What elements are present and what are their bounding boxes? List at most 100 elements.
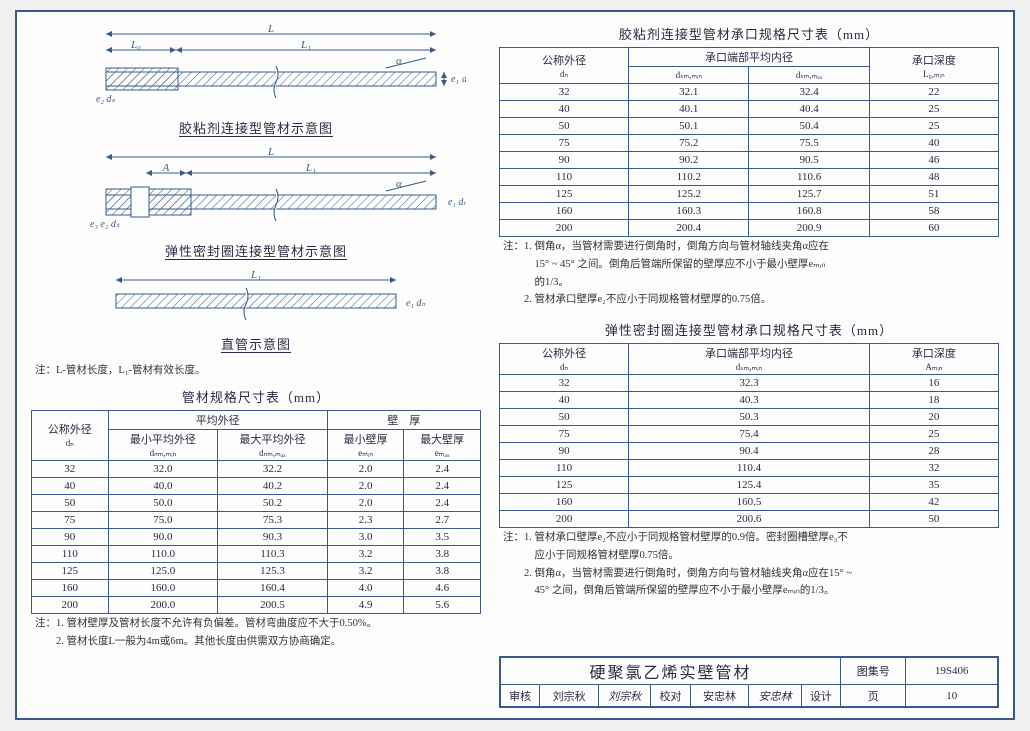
table-row: 110110.432 bbox=[500, 460, 999, 477]
diagram-3: L₁ e₁ dₙ bbox=[31, 268, 481, 328]
table-cell: 160.4 bbox=[218, 579, 328, 596]
table-cell: 32.4 bbox=[749, 84, 869, 101]
svg-text:L: L bbox=[267, 23, 274, 35]
tb-main: 硬聚氯乙烯实壁管材 bbox=[501, 658, 841, 685]
table-cell: 125 bbox=[500, 477, 629, 494]
table-row: 125125.0125.33.23.8 bbox=[32, 562, 481, 579]
table-cell: 25 bbox=[869, 101, 998, 118]
table-cell: 3.8 bbox=[404, 562, 481, 579]
t2-note1: 注：1. 倒角α，当管材需要进行倒角时，倒角方向与管材轴线夹角α应在 bbox=[503, 239, 995, 255]
t2-note1b: 15° ~ 45° 之间。倒角后管端所保留的壁厚应不小于最小壁厚eₘᵢₙ bbox=[503, 257, 995, 273]
table1-title: 管材规格尺寸表（mm） bbox=[31, 387, 481, 406]
tb-审核: 审核 bbox=[501, 685, 540, 707]
table-cell: 200.6 bbox=[629, 511, 870, 528]
table-cell: 125 bbox=[500, 186, 629, 203]
table-cell: 200.5 bbox=[218, 596, 328, 613]
t1-h-od1: 最小平均外径 bbox=[130, 434, 196, 446]
t1-h-dn-sub: dₙ bbox=[66, 438, 74, 448]
table-cell: 2.0 bbox=[327, 494, 404, 511]
table-cell: 75.5 bbox=[749, 135, 869, 152]
svg-text:α: α bbox=[396, 178, 402, 190]
table-cell: 50 bbox=[500, 118, 629, 135]
table-cell: 50.3 bbox=[629, 409, 870, 426]
table-row: 4040.318 bbox=[500, 392, 999, 409]
table-row: 160160.542 bbox=[500, 494, 999, 511]
table-cell: 90.5 bbox=[749, 152, 869, 169]
t1-h-wt2: 最大壁厚 bbox=[420, 434, 464, 446]
table-row: 3232.316 bbox=[500, 375, 999, 392]
table-row: 5050.150.425 bbox=[500, 118, 999, 135]
t2-h-deps: L₀,ₘᵢₙ bbox=[923, 69, 945, 79]
table-cell: 125.2 bbox=[629, 186, 749, 203]
table-cell: 50.2 bbox=[218, 494, 328, 511]
table-cell: 125.4 bbox=[629, 477, 870, 494]
t1-h-od2: 最大平均外径 bbox=[239, 434, 305, 446]
table-cell: 4.6 bbox=[404, 579, 481, 596]
table-cell: 32.3 bbox=[629, 375, 870, 392]
table3-title: 弹性密封圈连接型管材承口规格尺寸表（mm） bbox=[499, 320, 999, 339]
table-cell: 160.0 bbox=[108, 579, 218, 596]
table-cell: 42 bbox=[869, 494, 998, 511]
table-row: 5050.050.22.02.4 bbox=[32, 494, 481, 511]
table-cell: 40 bbox=[32, 477, 109, 494]
table-cell: 125.0 bbox=[108, 562, 218, 579]
tb-set-val: 19S406 bbox=[906, 658, 998, 685]
svg-text:e₁ dₙ: e₁ dₙ bbox=[448, 197, 466, 208]
tb-sig1: 刘宗秋 bbox=[599, 685, 651, 707]
svg-text:L₁: L₁ bbox=[305, 162, 316, 174]
table-cell: 90 bbox=[32, 528, 109, 545]
table-cell: 46 bbox=[869, 152, 998, 169]
table-row: 200200.4200.960 bbox=[500, 220, 999, 237]
table-cell: 200.0 bbox=[108, 596, 218, 613]
svg-text:A: A bbox=[162, 162, 170, 174]
table-cell: 75 bbox=[500, 426, 629, 443]
table-cell: 110 bbox=[32, 545, 109, 562]
table-cell: 25 bbox=[869, 426, 998, 443]
page: L L₀ L₁ α e₁ dₙ e₂ dₛ bbox=[15, 10, 1015, 720]
table-cell: 32.2 bbox=[218, 460, 328, 477]
table-cell: 60 bbox=[869, 220, 998, 237]
table-cell: 200 bbox=[32, 596, 109, 613]
t1-h-dn: 公称外径 bbox=[48, 424, 92, 436]
table-row: 9090.428 bbox=[500, 443, 999, 460]
table-cell: 22 bbox=[869, 84, 998, 101]
table-row: 7575.425 bbox=[500, 426, 999, 443]
table-cell: 160 bbox=[500, 494, 629, 511]
table-cell: 32 bbox=[500, 84, 629, 101]
table-row: 125125.435 bbox=[500, 477, 999, 494]
table-row: 3232.132.422 bbox=[500, 84, 999, 101]
table-cell: 110.0 bbox=[108, 545, 218, 562]
table-row: 110110.2110.648 bbox=[500, 169, 999, 186]
table-row: 110110.0110.33.23.8 bbox=[32, 545, 481, 562]
table-cell: 200.9 bbox=[749, 220, 869, 237]
table-cell: 110 bbox=[500, 169, 629, 186]
table-cell: 125 bbox=[32, 562, 109, 579]
table-cell: 160.8 bbox=[749, 203, 869, 220]
table-cell: 50.1 bbox=[629, 118, 749, 135]
t2-h-id2: dₛₘ,ₘₐₓ bbox=[749, 67, 869, 84]
table-row: 9090.290.546 bbox=[500, 152, 999, 169]
table-cell: 160 bbox=[500, 203, 629, 220]
table-cell: 75.2 bbox=[629, 135, 749, 152]
table-cell: 90 bbox=[500, 443, 629, 460]
table-cell: 200 bbox=[500, 220, 629, 237]
table3: 公称外径dₙ 承口端部平均内径dₛₘ,ₘᵢₙ 承口深度Aₘᵢₙ 3232.316… bbox=[499, 343, 999, 528]
t3-note2b: 45° 之间，倒角后管端所保留的壁厚应不小于最小壁厚eₘᵢₙ的1/3。 bbox=[503, 583, 995, 599]
table-cell: 20 bbox=[869, 409, 998, 426]
table-cell: 110 bbox=[500, 460, 629, 477]
t2-h-dn: 公称外径 bbox=[542, 55, 586, 67]
table-cell: 2.4 bbox=[404, 460, 481, 477]
t3-note1b: 应小于同规格管材壁厚0.75倍。 bbox=[503, 548, 995, 564]
table-cell: 75.3 bbox=[218, 511, 328, 528]
table-row: 200200.0200.54.95.6 bbox=[32, 596, 481, 613]
table-row: 160160.0160.44.04.6 bbox=[32, 579, 481, 596]
table-cell: 35 bbox=[869, 477, 998, 494]
table-cell: 32 bbox=[500, 375, 629, 392]
tb-设计: 设计 bbox=[801, 685, 840, 707]
table-cell: 40.3 bbox=[629, 392, 870, 409]
table1-note2: 2. 管材长度L一般为4m或6m。其他长度由供需双方协商确定。 bbox=[35, 634, 477, 650]
table-cell: 90.3 bbox=[218, 528, 328, 545]
table-cell: 160.3 bbox=[629, 203, 749, 220]
table-cell: 3.2 bbox=[327, 545, 404, 562]
table-cell: 58 bbox=[869, 203, 998, 220]
